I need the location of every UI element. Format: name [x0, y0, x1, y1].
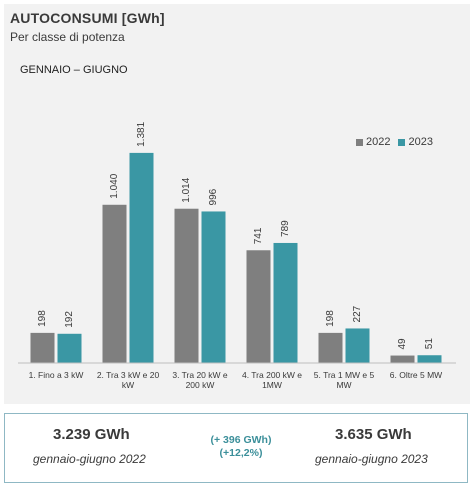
summary-value-2023: 3.635 GWh — [335, 426, 412, 443]
bar-2023-5 — [345, 328, 370, 363]
x-tick-label-6: 6. Oltre 5 MW — [390, 370, 442, 380]
legend: 2022 2023 — [356, 136, 433, 148]
bar-2022-6 — [390, 355, 415, 363]
data-label-2023-1: 192 — [64, 311, 75, 328]
summary-delta: (+ 396 GWh) (+12,2%) — [191, 434, 291, 460]
data-label-2023-6: 51 — [424, 338, 435, 350]
bar-2023-1 — [57, 333, 82, 363]
x-tick-label-2-line2: kW — [122, 380, 134, 390]
bar-2023-6 — [417, 355, 442, 363]
bar-2022-5 — [318, 332, 343, 363]
x-tick-label-4-line2: 1MW — [262, 380, 282, 390]
x-tick-label-4-line1: 4. Tra 200 kW e — [242, 370, 302, 380]
data-label-2023-3: 996 — [208, 188, 219, 205]
data-label-2023-4: 789 — [280, 220, 291, 237]
data-label-2022-4: 741 — [253, 227, 264, 244]
data-label-2022-5: 198 — [325, 310, 336, 327]
summary-delta-abs: (+ 396 GWh) — [210, 434, 272, 446]
legend-item-2023: 2023 — [398, 136, 433, 148]
legend-item-2022: 2022 — [356, 136, 390, 148]
bar-2023-2 — [129, 152, 154, 363]
data-label-2023-5: 227 — [352, 305, 363, 322]
data-label-2022-6: 49 — [397, 338, 408, 350]
summary-label-2023: gennaio-giugno 2023 — [315, 452, 428, 466]
x-tick-label-3-line1: 3. Tra 20 kW e — [172, 370, 228, 380]
x-tick-label-1: 1. Fino a 3 kW — [29, 370, 84, 380]
bar-2022-4 — [246, 250, 271, 363]
x-tick-label-5-line1: 5. Tra 1 MW e 5 — [314, 370, 375, 380]
x-tick-label-5-line2: MW — [336, 380, 351, 390]
data-label-2022-1: 198 — [37, 310, 48, 327]
summary-delta-pct: (+12,2%) — [219, 447, 263, 459]
chart-subtitle: Per classe di potenza — [10, 30, 125, 44]
bar-2022-2 — [102, 204, 127, 363]
summary-box: 3.239 GWh gennaio-giugno 2022 (+ 396 GWh… — [4, 413, 468, 483]
chart-title: AUTOCONSUMI [GWh] — [10, 10, 165, 26]
bar-2023-3 — [201, 211, 226, 363]
bar-2022-1 — [30, 332, 55, 363]
data-label-2022-2: 1.040 — [109, 173, 120, 198]
bar-chart: 198 192 1. Fino a 3 kW 1.040 1.381 2. Tra 3 k… — [18, 121, 456, 390]
period-label: GENNAIO – GIUGNO — [20, 64, 128, 76]
legend-label-2022: 2022 — [366, 136, 391, 148]
x-tick-label-3-line2: 200 kW — [186, 380, 215, 390]
legend-label-2023: 2023 — [408, 136, 433, 148]
data-label-2023-2: 1.381 — [136, 121, 147, 146]
x-tick-label-2-line1: 2. Tra 3 kW e 20 — [97, 370, 160, 380]
data-label-2022-3: 1.014 — [181, 177, 192, 202]
summary-value-2022: 3.239 GWh — [53, 426, 130, 443]
legend-swatch-2023 — [398, 138, 406, 146]
bar-2022-3 — [174, 208, 199, 363]
legend-swatch-2022 — [356, 138, 363, 146]
bar-2023-4 — [273, 242, 298, 363]
summary-label-2022: gennaio-giugno 2022 — [33, 452, 146, 466]
chart-panel — [4, 4, 470, 404]
